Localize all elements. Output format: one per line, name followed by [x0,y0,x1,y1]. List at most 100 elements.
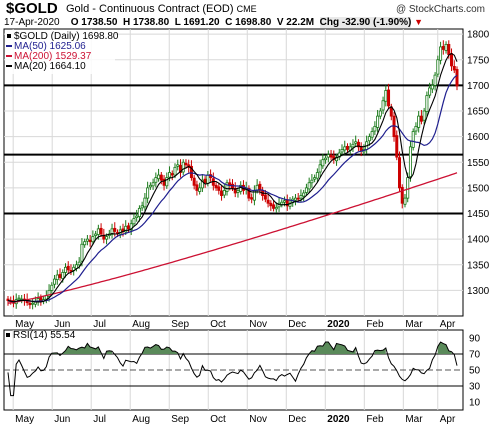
price-x-tick: 2020 [327,319,350,330]
candle-body [247,187,251,199]
price-legend: $GOLD (Daily) 1698.80 MA(50) 1625.06 MA(… [5,30,119,74]
candle-body [387,89,391,107]
ohlc-line: 17-Apr-2020 O 1738.50 H 1738.80 L 1691.2… [4,17,423,28]
legend-ma200: MA(200) 1529.37 [14,51,92,62]
candle-body [198,187,202,192]
price-x-tick: Jul [93,319,106,330]
rsi-x-tick: 2020 [327,414,350,425]
candle-body [302,192,306,197]
rsi-x-tick: Oct [210,414,226,425]
rsi-x-axis: May Jun Jul Aug Sep Oct Nov Dec 2020 Feb Mar Apr [15,414,456,425]
candle-body [146,187,150,199]
candle-body [343,146,347,151]
candle-body [176,164,180,167]
candle-body [351,143,355,148]
rsi-overbought-area [62,343,102,354]
candle-body [395,135,399,158]
rsi-y-tick: 70 [469,350,481,361]
price-y-axis: 1300 1350 1400 1450 1500 1550 1600 1650 1700 1750… [467,30,490,297]
price-y-tick: 1350 [467,260,490,271]
rsi-x-tick: Dec [288,414,306,425]
price-x-axis: May Jun Jul Aug Sep Oct Nov Dec 2020 Feb Mar Apr [15,319,456,330]
ma200-line [7,172,458,304]
support-resistance-lines [4,84,463,215]
copyright-text: @ StockCharts.com [395,4,485,15]
candle-body [272,204,276,209]
candle-body [94,233,98,236]
date-label: 17-Apr-2020 [4,17,60,28]
candle-body [414,125,418,132]
candle-body [373,125,377,132]
candle-body [53,278,57,285]
price-x-tick: Sep [171,319,189,330]
price-x-tick: Dec [288,319,306,330]
candle-body [129,223,133,231]
candle-body [378,110,382,117]
rsi-x-tick: Jul [93,414,106,425]
candle-body [376,115,380,128]
price-panel-frame [3,28,464,317]
candle-body [406,177,410,199]
candle-body [400,186,404,204]
candle-body [315,172,319,179]
price-y-tick: 1550 [467,158,490,169]
candles [6,40,459,310]
candle-body [17,297,21,300]
candle-body [178,164,182,173]
candle-body [321,159,325,167]
candle-body [110,228,114,235]
candle-body [63,266,67,273]
rsi-y-axis: 10 30 50 70 90 [469,334,481,409]
rsi-legend-label: RSI(14) 55.54 [13,330,76,341]
moving-averages [7,52,458,304]
change-value: Chg -32.90 (-1.90%) [319,17,412,28]
candle-body [61,272,65,279]
rsi-legend: RSI(14) 55.54 [6,330,76,341]
high-value: H 1738.80 [123,17,170,28]
candle-body [425,95,429,112]
price-y-tick: 1650 [467,107,490,118]
rsi-x-tick: Aug [132,414,150,425]
candle-body [370,131,374,138]
ma20-line [7,52,458,303]
candle-body [173,166,177,176]
candle-body [159,174,163,181]
rsi-overbought-area [142,344,178,354]
contract-name: Gold - Continuous Contract (EOD) CME [66,3,257,15]
candle-body [274,206,278,210]
candle-body [225,182,229,192]
candle-body [113,227,117,232]
candle-body [206,174,210,184]
rsi-overbought-area [106,350,112,354]
candle-body [441,46,445,50]
candle-body [307,182,311,190]
rsi-x-tick: Jun [54,414,70,425]
candle-body [345,145,349,150]
candle-body [220,190,224,196]
rsi-x-tick: Sep [171,414,189,425]
candle-body [148,184,152,188]
candle-body [168,172,172,178]
exchange-label: CME [236,4,257,14]
candle-body [83,241,87,246]
candle-body [189,165,193,179]
price-x-tick: Nov [249,319,267,330]
candle-body [154,177,158,183]
volume-value: V 22.2M [276,17,315,28]
candle-body [200,179,204,189]
candle-body [217,186,221,191]
candle-body [162,178,166,186]
candle-body [88,239,92,243]
rsi-y-tick: 50 [469,366,481,377]
candle-body [250,197,254,200]
candle-body [398,157,402,189]
candle-body [266,199,270,204]
candle-body [324,157,328,161]
candle-body [66,265,70,271]
legend-ma50: MA(50) 1625.06 [14,41,86,52]
legend-price: $GOLD (Daily) 1698.80 [14,31,119,42]
candle-body [105,236,109,240]
candle-body [137,207,141,217]
candle-body [293,197,297,201]
